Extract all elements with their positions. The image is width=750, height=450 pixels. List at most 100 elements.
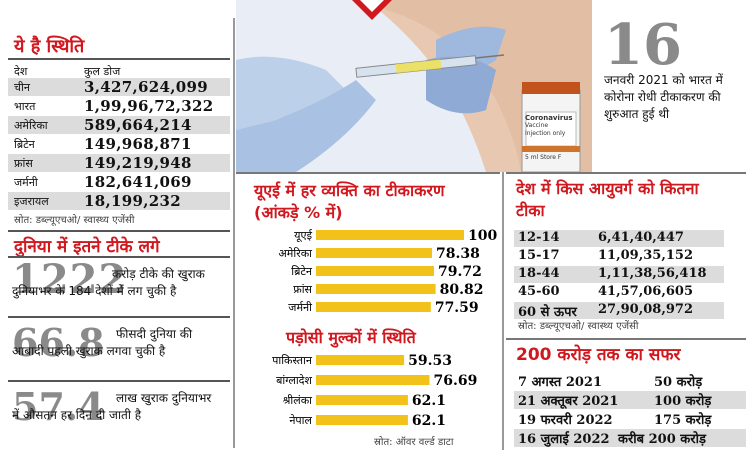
country-name: अमेरिका xyxy=(14,119,48,132)
value-label: 59.53 xyxy=(408,353,452,369)
stat-number: 66.8 xyxy=(12,320,105,365)
age-group: 60 से ऊपर xyxy=(518,305,577,320)
milestone-date: 21 अक्तूबर 2021 xyxy=(518,394,619,409)
bar xyxy=(316,355,405,365)
table-row: 60 से ऊपर 27,90,08,972 xyxy=(514,302,724,320)
chart-title: यूएई में हर व्यक्ति का टीकाकरण (आंकड़े %… xyxy=(254,181,445,222)
table-row: 21 अक्तूबर 2021 100 करोड़ xyxy=(514,391,746,409)
world-stats-panel: दुनिया में इतने टीके लगे 1222 करोड़ टीके… xyxy=(8,230,230,448)
value-label: 100 xyxy=(468,228,497,244)
bar xyxy=(316,395,408,405)
stat-block-3: 57.4 लाख खुराक दुनियाभर में औसतन हर दिन … xyxy=(8,380,230,448)
left-column-divider xyxy=(233,18,235,448)
dose-count: 18,199,232 xyxy=(84,192,181,210)
age-group: 12-14 xyxy=(518,230,560,245)
dose-count: 6,41,40,447 xyxy=(598,230,684,245)
table-row: 45-60 41,57,06,605 xyxy=(514,284,724,301)
title-underline xyxy=(8,58,230,60)
value-label: 79.72 xyxy=(438,264,482,280)
table-row: 15-17 11,09,35,152 xyxy=(514,248,724,265)
dose-count: 149,968,871 xyxy=(84,135,192,153)
milestone-date: 7 अगस्त 2021 xyxy=(518,375,602,390)
category-label: नेपाल xyxy=(289,414,312,427)
dose-count: 1,99,96,72,322 xyxy=(84,97,214,115)
age-group: 18-44 xyxy=(518,266,560,281)
start-info-panel: 16 जनवरी 2021 को भारत में कोरोना रोधी टी… xyxy=(592,0,750,172)
panel-title: देश में किस आयुवर्ग को कितना टीका xyxy=(516,179,699,220)
header-arrow-icon xyxy=(352,0,392,20)
col-header-doses: कुल डोज xyxy=(84,65,121,78)
dose-count: 149,219,948 xyxy=(84,154,192,172)
table-row: जर्मनी 182,641,069 xyxy=(8,173,230,191)
stat-text: फीसदी दुनिया की आबादी पहली खुराक लगवा चु… xyxy=(12,327,193,358)
dose-count: 1,11,38,56,418 xyxy=(598,266,707,281)
value-label: 62.1 xyxy=(412,413,446,429)
vaccination-photo-art xyxy=(236,0,592,172)
vaccination-photo: Coronavirus Vaccine Injection only 5 ml … xyxy=(236,0,592,172)
top-divider xyxy=(236,172,500,174)
table-row: अमेरिका 589,664,214 xyxy=(8,116,230,134)
stat-number: 57.4 xyxy=(12,384,105,429)
country-name: इजरायल xyxy=(14,195,49,208)
bar xyxy=(316,375,430,385)
age-group: 15-17 xyxy=(518,248,560,263)
table-row: फ्रांस 149,219,948 xyxy=(8,154,230,172)
category-label: अमेरिका xyxy=(278,247,312,260)
stat-text: लाख खुराक दुनियाभर में औसतन हर दिन दी जा… xyxy=(12,391,212,422)
milestone-value: 50 करोड़ xyxy=(654,375,703,390)
bar xyxy=(316,284,436,294)
table-row: 19 फरवरी 2022 175 करोड़ xyxy=(514,410,746,428)
value-label: 76.69 xyxy=(434,373,478,389)
table-row: 18-44 1,11,38,56,418 xyxy=(514,266,724,283)
dose-count: 589,664,214 xyxy=(84,116,192,134)
milestone-value: करीब 200 करोड़ xyxy=(618,432,706,447)
value-label: 78.38 xyxy=(436,246,480,262)
right-column-divider xyxy=(502,172,504,450)
uae-vaccination-chart: यूएई में हर व्यक्ति का टीकाकरण (आंकड़े %… xyxy=(236,172,500,322)
dose-count: 11,09,35,152 xyxy=(598,248,693,263)
bar xyxy=(316,248,433,258)
country-name: जर्मनी xyxy=(14,176,38,189)
top-divider xyxy=(8,230,230,232)
country-name: फ्रांस xyxy=(14,157,33,170)
table-row: इजरायल 18,199,232 xyxy=(8,192,230,210)
category-label: फ्रांस xyxy=(293,283,312,296)
panel-title: दुनिया में इतने टीके लगे xyxy=(14,237,160,257)
vial-line: Injection only xyxy=(525,130,566,137)
milestone-value: 175 करोड़ xyxy=(654,413,712,428)
milestone-value: 100 करोड़ xyxy=(654,394,712,409)
category-label: पाकिस्तान xyxy=(272,354,313,367)
source-text: स्रोत: डब्ल्यूएचओ/ स्वास्थ्य एजेंसी xyxy=(518,321,639,332)
bar xyxy=(316,266,434,276)
vial-brand: Coronavirus xyxy=(525,114,573,122)
bar xyxy=(316,302,431,312)
value-label: 80.82 xyxy=(440,282,484,298)
dose-count: 3,427,624,099 xyxy=(84,78,208,96)
country-name: भारत xyxy=(14,100,36,113)
table-row: 12-14 6,41,40,447 xyxy=(514,230,724,247)
value-label: 62.1 xyxy=(412,393,446,409)
start-text: जनवरी 2021 को भारत में कोरोना रोधी टीकाक… xyxy=(604,73,723,121)
table-row: ब्रिटेन 149,968,871 xyxy=(8,135,230,153)
age-group-panel: देश में किस आयुवर्ग को कितना टीका 12-14 6… xyxy=(506,172,746,338)
milestone-date: 16 जुलाई 2022 xyxy=(518,432,610,447)
bar-chart-uae: यूएई 100 अमेरिका 78.38 ब्रिटेन 79.72 फ्रांस 80.… xyxy=(278,228,497,316)
category-label: ब्रिटेन xyxy=(291,265,313,278)
col-header-country: देश xyxy=(14,65,28,78)
neighbours-chart: पड़ोसी मुल्कों में स्थिति पाकिस्तान 59.53… xyxy=(236,322,500,450)
category-label: जर्मनी xyxy=(288,301,312,314)
bar xyxy=(316,415,408,425)
dose-count: 27,90,08,972 xyxy=(598,302,693,317)
bar-chart-neighbours: पाकिस्तान 59.53 बांग्लादेश 76.69 श्रीलंका 62.… xyxy=(272,353,478,429)
stat-block-1: 1222 करोड़ टीके की खुराक दुनियाभर के 184… xyxy=(8,256,230,316)
panel-title: 200 करोड़ तक का सफर xyxy=(516,345,681,365)
table-row: 7 अगस्त 2021 50 करोड़ xyxy=(514,372,746,390)
source-text: स्रोत: डब्ल्यूएचओ/ स्वास्थ्य एजेंसी xyxy=(14,215,135,226)
dose-count: 182,641,069 xyxy=(84,173,192,191)
bar xyxy=(316,230,464,240)
category-label: बांग्लादेश xyxy=(276,374,312,387)
table-row: चीन 3,427,624,099 xyxy=(8,78,230,96)
top-divider xyxy=(506,172,746,174)
stat-text: करोड़ टीके की खुराक दुनियाभर के 184 देशो… xyxy=(12,267,205,298)
chart-title: पड़ोसी मुल्कों में स्थिति xyxy=(286,328,416,347)
